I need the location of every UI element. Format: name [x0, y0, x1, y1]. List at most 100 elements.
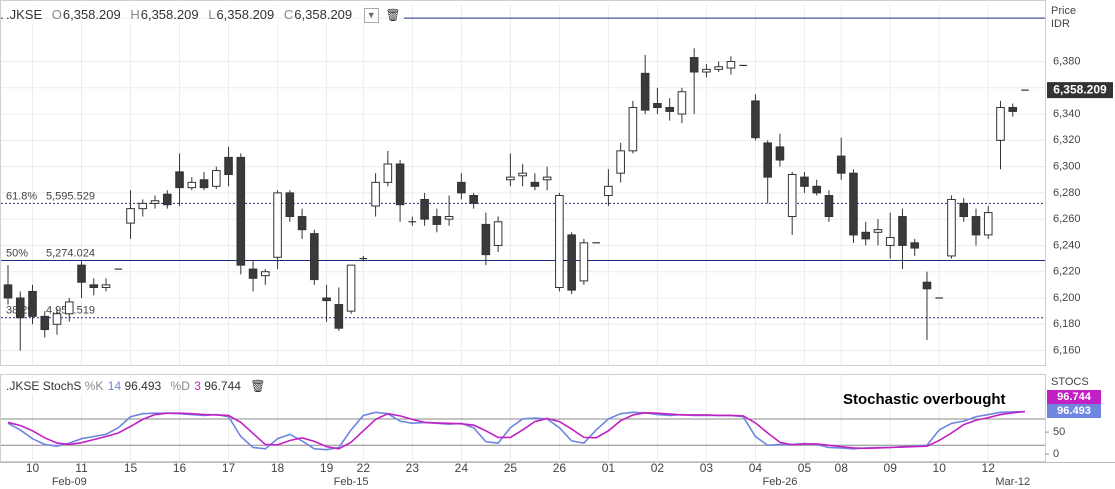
candle-body [261, 271, 270, 277]
period: 3 [194, 379, 201, 393]
field-name: O [51, 7, 62, 22]
value-tag-label: 96.744 [1057, 391, 1092, 403]
x-tick-label: 11 [75, 461, 88, 475]
candle-body [787, 173, 797, 218]
candle-body [640, 72, 650, 111]
y-tick-label: 6,200 [1053, 292, 1081, 304]
symbol: .JKSE [6, 7, 43, 22]
y-tick-label: 6,380 [1053, 55, 1081, 67]
x-tick-label: 18 [271, 461, 285, 475]
candle-body [579, 242, 589, 282]
x-tick-label: 01 [602, 461, 616, 475]
marks: 6,358.209 96.493 96.744 [3, 48, 1113, 451]
candle-body [175, 171, 184, 189]
delete-button[interactable]: 🗑 [250, 379, 266, 393]
x-tick-label: 17 [222, 461, 236, 475]
candle-body [89, 284, 99, 288]
candle-body [101, 284, 111, 288]
x-month-label: Feb-09 [52, 476, 87, 488]
field-value: 6,358.209 [216, 7, 275, 22]
y-tick-label: 50 [1053, 426, 1065, 438]
candle-body [604, 185, 613, 197]
x-tick-label: 12 [982, 461, 996, 475]
candle-body [542, 176, 552, 181]
x-tick-label: 25 [504, 461, 518, 475]
delete-button[interactable]: 🗑 [385, 8, 401, 22]
candle-body [824, 195, 834, 218]
last-price-tag [1047, 82, 1113, 99]
dropdown-button[interactable]: ▼ [363, 8, 379, 24]
candle-body [836, 155, 846, 174]
y-tick-label: 6,280 [1053, 187, 1081, 199]
candle-body [469, 195, 478, 204]
y-tick-label: 6,180 [1053, 318, 1081, 330]
field-name: H [130, 7, 140, 22]
candle-body [689, 57, 699, 73]
stoch-line [7, 410, 1026, 450]
candle-body [15, 297, 25, 319]
candle-body [371, 181, 380, 207]
candle-body [273, 192, 282, 258]
candle-body [432, 216, 442, 225]
axis-title: STOCS [1051, 376, 1089, 388]
x-month-label: Mar-12 [995, 476, 1030, 488]
level-label: 50% [6, 247, 28, 259]
candle-body [910, 242, 920, 249]
candle-body [395, 163, 405, 206]
x-month-label: Feb-26 [763, 476, 798, 488]
candle-body [567, 234, 576, 291]
value-tag [1047, 404, 1101, 418]
series-value: 96.493 [124, 379, 162, 393]
candle-body [52, 313, 62, 325]
symbol: .JKSE [6, 379, 40, 393]
annotation: Stochastic overbought [843, 391, 1006, 408]
field-name: L [208, 7, 216, 22]
axis-title: Price [1051, 5, 1076, 17]
level-label: 61.8% [6, 190, 37, 202]
x-tick-label: 24 [455, 461, 469, 475]
candle-body [138, 202, 148, 210]
candle-body [653, 103, 662, 108]
candle-body [922, 281, 932, 290]
x-tick-label: 23 [406, 461, 420, 475]
axis-title: IDR [1051, 18, 1070, 30]
field-value: 6,358.209 [294, 7, 353, 22]
candle-body [150, 200, 160, 204]
candle-body [334, 304, 344, 329]
candle-body [898, 216, 907, 246]
candle-body [1008, 106, 1018, 112]
candle-body [518, 172, 527, 177]
y-tick-label: 6,300 [1053, 161, 1081, 173]
x-tick-label: 10 [26, 461, 40, 475]
x-tick-label: 02 [651, 461, 665, 475]
candle-body [457, 181, 466, 194]
y-tick-label: 6,220 [1053, 266, 1081, 278]
candle-body [665, 106, 674, 112]
candle-body [861, 231, 871, 240]
candle-body [812, 185, 821, 194]
candle-body [187, 181, 197, 189]
candle-body [322, 297, 331, 302]
candle-body [751, 100, 760, 139]
candle-body [493, 221, 503, 246]
candle-body [224, 156, 233, 175]
candle-body [212, 170, 221, 187]
x-tick-label: 19 [320, 461, 334, 475]
candle-body [481, 223, 491, 256]
x-tick-label: 15 [124, 461, 138, 475]
candle-body [714, 66, 723, 70]
candle-body [236, 156, 246, 266]
x-tick-label: 10 [933, 461, 947, 475]
candle-body [885, 237, 895, 246]
candle-body [628, 106, 638, 152]
candle-body [616, 150, 625, 174]
field-value: 6,358.209 [140, 7, 199, 22]
price-header: .JKSE O6,358.209 H6,358.209 L6,358.209 C… [3, 6, 404, 25]
y-tick-label: 6,260 [1053, 213, 1081, 225]
candle-body [297, 216, 307, 231]
candle-body [126, 208, 135, 224]
x-tick-label: 04 [749, 461, 763, 475]
x-month-label: Feb-15 [334, 476, 369, 488]
candle-body [28, 290, 37, 317]
